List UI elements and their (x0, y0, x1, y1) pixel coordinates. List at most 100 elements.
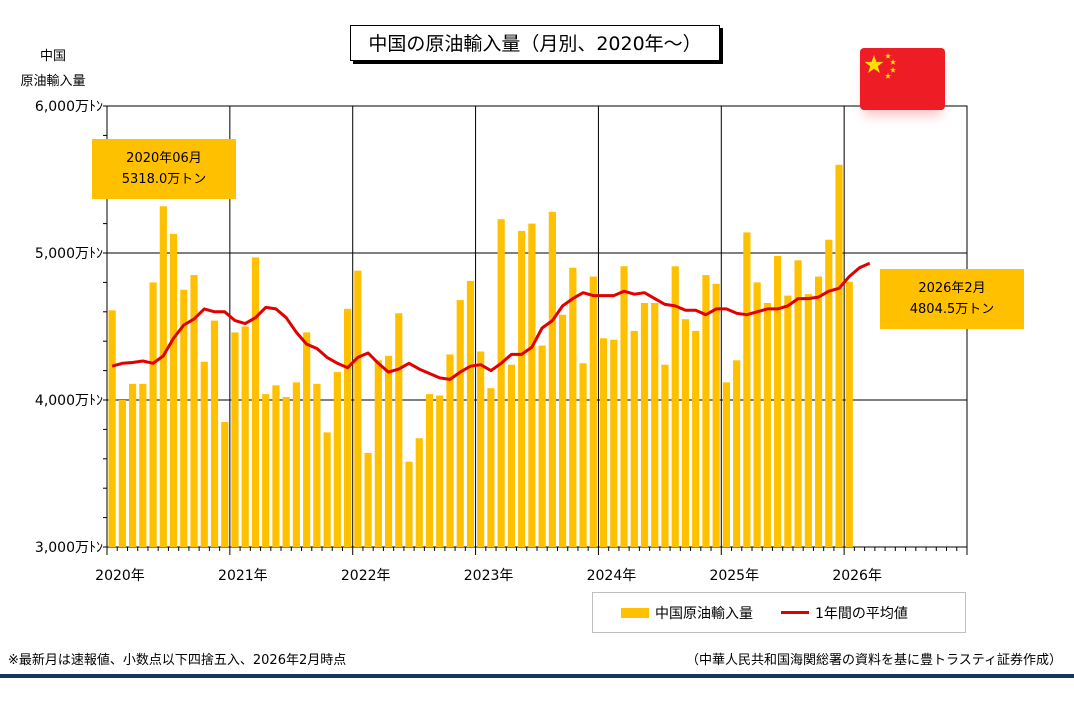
bar (814, 276, 823, 547)
x-tick-label: 2026年 (832, 568, 882, 584)
bar (733, 360, 741, 547)
bar (405, 461, 413, 547)
source-note: （中華人民共和国海関総署の資料を基に豊トラスティ証券作成） (686, 653, 1062, 668)
bar (292, 382, 300, 547)
bar (210, 320, 219, 547)
bar (180, 289, 188, 547)
bar (753, 282, 761, 547)
bar (702, 275, 710, 547)
callout-peak-date: 2020年06月 (126, 151, 202, 166)
bar (743, 232, 751, 548)
bar (395, 313, 403, 547)
bar (129, 383, 137, 547)
y-tick-label: 6,000万ﾄﾝ (35, 99, 103, 115)
plot-area (106, 105, 968, 548)
bar (200, 361, 208, 547)
legend-item-line: 1年間の平均値 (781, 603, 908, 623)
callout-peak: 2020年06月 5318.0万トン (92, 139, 236, 199)
bar (528, 223, 536, 547)
bar (569, 267, 577, 547)
bar (763, 302, 771, 547)
bar (507, 364, 515, 547)
bar (548, 211, 556, 547)
bar (712, 283, 720, 547)
bar (579, 363, 587, 547)
bar (640, 302, 649, 547)
bar (159, 206, 167, 547)
bar (272, 385, 280, 547)
x-tick-label: 2025年 (709, 568, 759, 584)
y-tick-label: 5,000万ﾄﾝ (35, 246, 103, 262)
x-tick-label: 2024年 (587, 568, 637, 584)
bar (825, 239, 833, 547)
bar (518, 230, 526, 547)
bar (620, 266, 628, 547)
bar (303, 332, 311, 547)
bar (169, 233, 178, 547)
china-flag-stars (864, 53, 896, 79)
bar (251, 257, 260, 547)
x-tick-label: 2020年 (95, 568, 145, 584)
bar (589, 276, 597, 547)
chart-title: 中国の原油輸入量（月別、2020年～） (350, 25, 720, 61)
bar (108, 310, 116, 547)
bar (671, 266, 679, 547)
bar (477, 351, 485, 547)
bar (599, 338, 608, 547)
bar (231, 332, 239, 547)
bar (456, 300, 464, 547)
legend-swatch-line (781, 611, 809, 614)
callout-peak-value: 5318.0万トン (121, 172, 207, 187)
y-axis-label-line1: 中国 (39, 49, 66, 64)
bar (149, 282, 157, 547)
bar (681, 319, 690, 547)
bar (538, 345, 546, 547)
bar (323, 432, 331, 547)
bar (221, 422, 229, 547)
bar (333, 372, 341, 547)
y-axis-label: 中国 原油輸入量 (8, 44, 98, 94)
bar (610, 339, 618, 547)
bar (630, 330, 638, 547)
bar (313, 383, 321, 547)
callout-latest-date: 2026年2月 (918, 281, 986, 296)
bar (364, 452, 372, 547)
callout-latest-value: 4804.5万トン (909, 302, 995, 317)
bar (466, 280, 475, 547)
bar (835, 164, 843, 548)
x-tick-label: 2023年 (464, 568, 514, 584)
legend-label-line: 1年間の平均値 (815, 605, 908, 622)
bar (354, 270, 362, 547)
callout-latest: 2026年2月 4804.5万トン (880, 269, 1024, 329)
bottom-rule (0, 674, 1074, 678)
bar (139, 383, 147, 547)
bar (722, 382, 730, 547)
bar (559, 314, 567, 547)
bar (425, 394, 434, 547)
bar (794, 260, 802, 547)
chart-legend: 中国原油輸入量 1年間の平均値 (592, 592, 966, 633)
legend-item-bars: 中国原油輸入量 (621, 603, 753, 623)
china-flag-icon (860, 48, 945, 110)
y-tick-label: 4,000万ﾄﾝ (35, 393, 103, 409)
bar (446, 354, 454, 547)
bar (241, 326, 249, 547)
legend-swatch-bars (621, 607, 649, 618)
bar (661, 364, 669, 547)
bar (262, 394, 270, 547)
legend-label-bars: 中国原油輸入量 (655, 605, 753, 622)
bar (190, 275, 198, 547)
bar (497, 219, 505, 547)
footnote: ※最新月は速報値、小数点以下四捨五入、2026年2月時点 (8, 653, 347, 668)
bar (651, 302, 659, 547)
y-axis-label-line2: 原油輸入量 (20, 74, 86, 89)
bar (784, 295, 792, 547)
bar (384, 355, 393, 547)
avg-line (111, 261, 871, 381)
bar (415, 438, 423, 547)
bar (692, 330, 700, 547)
bar (804, 294, 812, 547)
bar (845, 281, 853, 547)
bar (282, 397, 290, 547)
